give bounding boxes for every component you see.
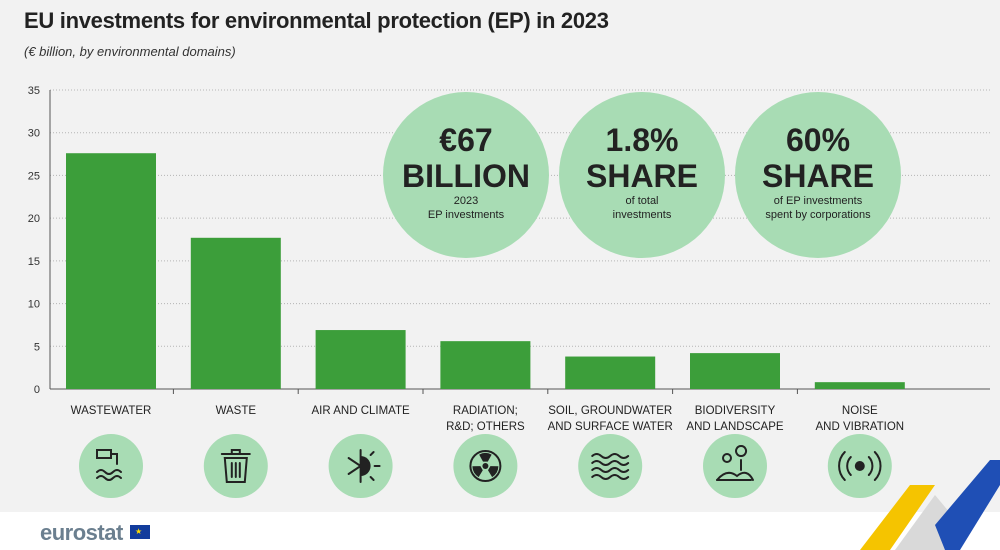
y-tick-label: 35: [28, 85, 40, 97]
category-label: AND SURFACE WATER: [548, 421, 673, 433]
category-label: AND LANDSCAPE: [686, 421, 783, 433]
bar: [690, 353, 780, 389]
category-icon-circle: [578, 434, 643, 498]
category-label: AIR AND CLIMATE: [311, 405, 410, 417]
y-tick-label: 20: [28, 213, 40, 225]
highlight-caption-line1: of total: [625, 195, 658, 207]
highlight-caption-line2: spent by corporations: [765, 209, 871, 221]
highlight-value: €67: [439, 122, 492, 158]
highlight-caption-line2: EP investments: [428, 209, 505, 221]
category-label: WASTE: [216, 405, 257, 417]
chart-subtitle: (€ billion, by environmental domains): [24, 44, 236, 59]
category-icon-circle: [79, 434, 143, 498]
bar: [66, 153, 156, 389]
category-label: AND VIBRATION: [815, 421, 904, 433]
highlight-caption-line1: of EP investments: [774, 195, 863, 207]
highlight-value: 1.8%: [606, 122, 679, 158]
eu-flag-icon: ★: [130, 525, 150, 539]
y-tick-label: 10: [28, 299, 40, 311]
water-waves-icon: [591, 453, 630, 480]
category-label: RADIATION;: [453, 405, 518, 417]
y-tick-label: 5: [34, 341, 40, 353]
highlight-circle: [383, 92, 549, 258]
bar: [440, 341, 531, 389]
noise-vibration-icon: [838, 451, 882, 481]
highlight-circle: [559, 92, 725, 258]
chart: 0 5 10 15 20 25 30 35 WASTEWATER WASTE AIR AND CLI…: [28, 85, 990, 498]
air-climate-icon: [347, 449, 381, 483]
category-label: WASTEWATER: [71, 405, 152, 417]
category-label: R&D; OTHERS: [446, 421, 525, 433]
y-tick-label: 0: [34, 384, 40, 396]
biodiversity-landscape-icon: [716, 445, 754, 481]
corner-decoration: [860, 460, 1000, 550]
bar: [190, 237, 281, 389]
bar: [315, 330, 406, 389]
category-label: NOISE: [842, 405, 878, 417]
highlight-caption-line1: 2023: [454, 195, 478, 207]
highlight-label: SHARE: [586, 158, 698, 194]
bar: [565, 356, 656, 389]
waste-bin-icon: [220, 449, 251, 483]
category-label: SOIL, GROUNDWATER: [548, 405, 672, 417]
highlight-caption-line2: investments: [613, 209, 672, 221]
wastewater-icon: [96, 449, 122, 481]
page-title: EU investments for environmental protect…: [24, 8, 609, 33]
category-icon-circle: [703, 434, 767, 498]
highlight-label: SHARE: [762, 158, 874, 194]
eurostat-logo: eurostat: [40, 520, 123, 545]
bar: [814, 382, 905, 389]
footer-bar: [0, 512, 1000, 550]
y-tick-label: 15: [28, 256, 40, 268]
radiation-icon: [469, 450, 502, 482]
y-tick-label: 30: [28, 128, 40, 140]
y-tick-label: 25: [28, 170, 40, 182]
highlight-value: 60%: [786, 122, 850, 158]
category-label: BIODIVERSITY: [695, 405, 776, 417]
highlight-circle: [735, 92, 901, 258]
highlight-label: BILLION: [402, 158, 530, 194]
